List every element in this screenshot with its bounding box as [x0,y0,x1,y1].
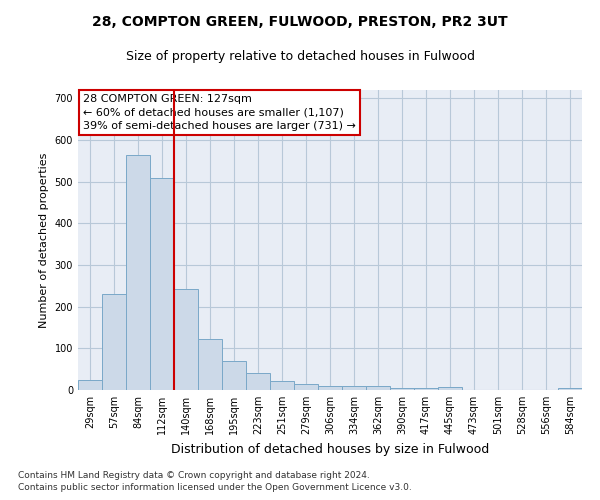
Bar [102,294,126,390]
Bar [174,289,198,390]
Bar [438,387,462,390]
Bar [558,388,582,390]
Y-axis label: Number of detached properties: Number of detached properties [39,152,49,328]
Text: Contains HM Land Registry data © Crown copyright and database right 2024.: Contains HM Land Registry data © Crown c… [18,470,370,480]
Text: Size of property relative to detached houses in Fulwood: Size of property relative to detached ho… [125,50,475,63]
Bar [198,339,222,390]
Bar [318,386,342,390]
Bar [342,386,366,390]
Text: Contains public sector information licensed under the Open Government Licence v3: Contains public sector information licen… [18,483,412,492]
Text: 28, COMPTON GREEN, FULWOOD, PRESTON, PR2 3UT: 28, COMPTON GREEN, FULWOOD, PRESTON, PR2… [92,15,508,29]
Bar [246,374,270,390]
X-axis label: Distribution of detached houses by size in Fulwood: Distribution of detached houses by size … [171,442,489,456]
Bar [414,388,438,390]
Bar [294,384,318,390]
Bar [390,388,414,390]
Bar [78,380,102,390]
Text: 28 COMPTON GREEN: 127sqm
← 60% of detached houses are smaller (1,107)
39% of sem: 28 COMPTON GREEN: 127sqm ← 60% of detach… [83,94,356,131]
Bar [366,386,390,390]
Bar [222,361,246,390]
Bar [126,154,150,390]
Bar [270,381,294,390]
Bar [150,178,174,390]
